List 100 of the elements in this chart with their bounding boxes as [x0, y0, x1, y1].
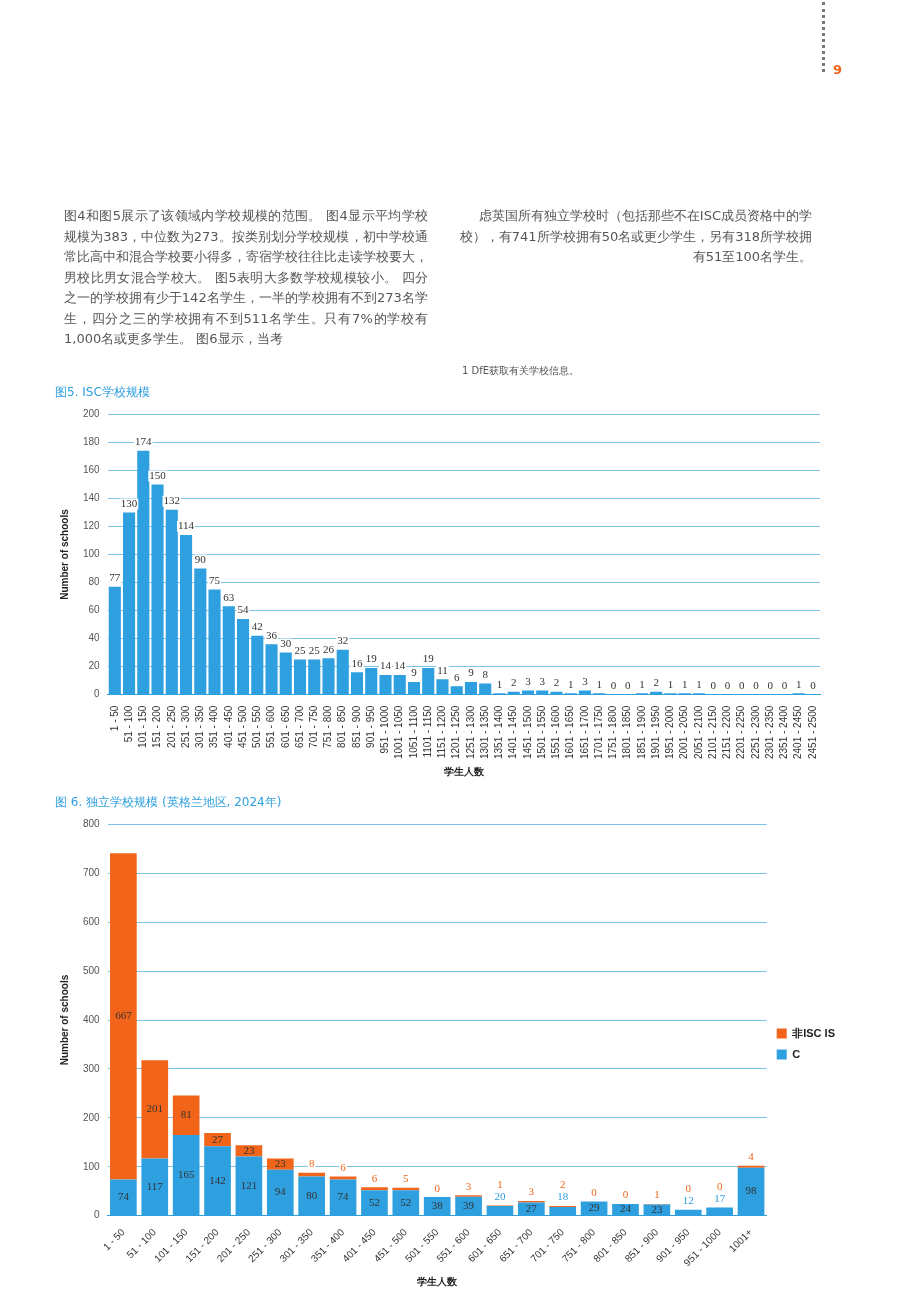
y-tick-label: 140 — [83, 492, 101, 504]
data-label: 165 — [177, 1167, 195, 1180]
y-tick-label: 40 — [88, 632, 101, 644]
x-axis-title: 学生人数 — [417, 1275, 459, 1287]
data-label: 19 — [365, 652, 378, 665]
data-label: 201 — [146, 1102, 164, 1115]
data-label: 3 — [528, 1185, 535, 1198]
data-label: 0 — [738, 679, 745, 692]
x-tick-label: 601 - 650 — [279, 705, 291, 748]
x-tick-label: 1801 - 1850 — [621, 705, 633, 760]
x-tick-label: 151 - 200 — [151, 705, 163, 748]
data-label: 0 — [591, 1185, 598, 1198]
data-label: 0 — [753, 679, 760, 692]
text: 9 — [833, 62, 843, 77]
data-label: 1 — [667, 677, 674, 690]
data-label: 80 — [306, 1188, 318, 1201]
x-tick-label: 2051 - 2100 — [692, 705, 704, 760]
y-axis-title: Number of schools — [58, 974, 70, 1066]
data-label: 3 — [525, 674, 532, 687]
x-tick-label: 2301 - 2350 — [763, 705, 775, 760]
data-label: 3 — [582, 674, 589, 687]
x-tick-label: 401 - 450 — [222, 705, 234, 748]
data-label: 1 — [696, 677, 702, 690]
data-label: 2 — [510, 676, 517, 689]
x-tick-label: 1 - 50 — [100, 1226, 128, 1253]
data-label: 0 — [434, 1181, 441, 1194]
data-label: 54 — [237, 603, 250, 616]
x-tick-label: 1651 - 1700 — [578, 705, 590, 760]
x-tick-label: 551 - 600 — [265, 705, 277, 748]
x-tick-label: 1051 - 1100 — [407, 705, 419, 759]
data-label: 32 — [337, 634, 349, 647]
y-tick-label: 500 — [83, 964, 101, 976]
data-label: 0 — [710, 679, 717, 692]
data-label: 0 — [781, 679, 788, 692]
legend-label: 非ISC IS — [791, 1026, 836, 1039]
y-tick-label: 100 — [83, 548, 101, 560]
data-label: 52 — [400, 1195, 412, 1208]
y-tick-label: 200 — [83, 1111, 101, 1123]
x-tick-label: 1151 - 1200 — [436, 705, 448, 759]
data-label: 8 — [482, 667, 489, 680]
data-label: 29 — [588, 1201, 601, 1214]
x-tick-label: 1551 - 1600 — [550, 705, 562, 760]
data-label: 27 — [525, 1201, 538, 1214]
data-label: 2 — [559, 1178, 566, 1191]
data-label: 17 — [714, 1191, 726, 1204]
data-label: 130 — [120, 496, 138, 509]
data-label: 1 — [596, 677, 602, 690]
x-tick-label: 2001 - 2050 — [678, 705, 690, 760]
data-label: 0 — [622, 1188, 629, 1201]
x-tick-label: 201 - 250 — [165, 705, 177, 748]
data-label: 2 — [553, 676, 560, 689]
data-label: 9 — [411, 666, 418, 679]
data-label: 23 — [243, 1143, 255, 1156]
x-tick-label: 2201 - 2250 — [735, 705, 747, 760]
data-label: 14 — [394, 659, 406, 672]
data-label: 38 — [431, 1199, 444, 1212]
data-label: 117 — [146, 1179, 164, 1192]
y-tick-label: 300 — [83, 1062, 101, 1074]
y-tick-label: 0 — [94, 1209, 101, 1221]
x-tick-label: 801 - 850 — [336, 705, 348, 748]
x-tick-label: 1301 - 1350 — [478, 705, 490, 760]
data-label: 1 — [681, 677, 688, 690]
data-label: 5 — [403, 1172, 410, 1185]
data-label: 1 — [496, 677, 503, 690]
data-label: 114 — [177, 519, 195, 532]
data-label: 0 — [624, 679, 631, 692]
data-label: 8 — [308, 1157, 315, 1170]
x-tick-label: 2451 - 2500 — [806, 705, 818, 760]
x-tick-label: 301 - 350 — [194, 705, 206, 748]
y-tick-label: 200 — [83, 408, 101, 420]
x-tick-label: 2351 - 2400 — [778, 705, 790, 760]
data-label: 23 — [651, 1202, 663, 1215]
x-tick-label: 1601 - 1650 — [564, 705, 576, 760]
x-tick-label: 851 - 900 — [350, 705, 362, 748]
data-label: 667 — [115, 1009, 133, 1022]
data-label: 23 — [274, 1156, 287, 1169]
x-tick-label: 51 - 100 — [122, 705, 134, 743]
y-tick-label: 800 — [83, 818, 101, 830]
data-label: 90 — [194, 552, 207, 565]
data-label: 24 — [619, 1202, 632, 1215]
x-tick-label: 1501 - 1550 — [535, 705, 547, 760]
data-label: 0 — [724, 679, 731, 692]
data-label: 3 — [465, 1179, 472, 1192]
caption: 图4和图5展示了该领域内学校规模的范围。 图4显示平均学校规模为383，中位数为273。按类别划分学校规模，初中学校通常比高中和混合学校要小得多，寄宿学校往往比走读学校要大，男校比男女混合学校大。 图5表明大多数学校规模较小。 四分之一的学校拥有少于142名学生，一半的学校拥有不到273名学生，四分之三的学校拥有不到511名学生。只有7%的学校有1,000名或更多学生。 图6显示，当考 — [64, 207, 428, 348]
data-label: 1 — [497, 1177, 503, 1190]
data-label: 132 — [163, 494, 181, 507]
x-tick-label: 1201 - 1250 — [450, 705, 462, 760]
data-label: 0 — [610, 679, 617, 692]
x-tick-label: 1401 - 1450 — [507, 705, 519, 760]
x-tick-label: 1451 - 1500 — [521, 705, 533, 760]
data-label: 98 — [745, 1184, 758, 1197]
x-tick-label: 1101 - 1150 — [421, 705, 433, 758]
data-label: 11 — [437, 663, 448, 676]
text: 1 DfE获取有关学校信息。 — [462, 364, 580, 378]
x-tick-label: 1351 - 1400 — [493, 705, 505, 760]
data-label: 77 — [109, 571, 121, 584]
data-label: 150 — [149, 468, 167, 481]
data-label: 9 — [468, 666, 475, 679]
data-label: 1 — [639, 677, 645, 690]
data-label: 6 — [453, 670, 460, 683]
